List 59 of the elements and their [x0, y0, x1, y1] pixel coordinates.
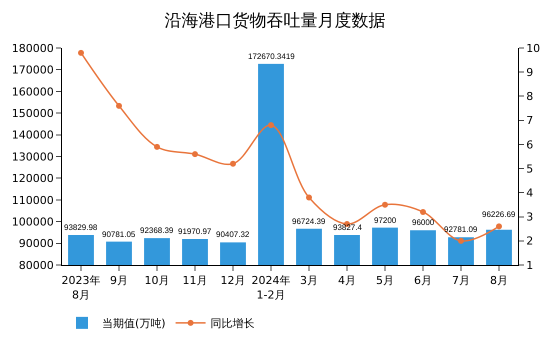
legend-label: 同比增长	[210, 317, 255, 330]
y-tick-label: 110000	[12, 194, 54, 207]
x-tick-label: 11月	[182, 274, 208, 288]
x-tick-label: 4月	[338, 274, 356, 288]
x-tick-label: 2024年 1-2月	[252, 274, 290, 302]
legend-label: 当期值(万吨)	[102, 317, 166, 330]
x-tick-label: 12月	[220, 274, 246, 288]
data-label: 92781.09	[444, 225, 478, 234]
point	[154, 144, 160, 150]
y-tick-label: 120000	[12, 172, 54, 186]
y2-tick-label: 10	[526, 42, 540, 55]
point	[78, 50, 84, 56]
x-tick-label: 10月	[144, 274, 170, 288]
y2-tick-label: 7	[526, 114, 534, 128]
data-label: 93827.4	[333, 223, 362, 232]
y-tick-label: 140000	[12, 128, 54, 142]
y2-tick-label: 8	[526, 90, 534, 104]
y-tick-label: 130000	[12, 150, 54, 164]
y2-tick-label: 2	[526, 234, 534, 248]
y2-tick-label: 1	[526, 258, 534, 272]
data-label: 96226.69	[482, 210, 516, 219]
data-label: 172670.3419	[248, 52, 296, 61]
data-label: 96724.39	[292, 217, 326, 226]
y2-tick-label: 6	[526, 138, 534, 152]
y2-tick-label: 9	[526, 66, 534, 79]
y-tick-label: 100000	[12, 215, 54, 228]
point	[230, 160, 236, 167]
point	[192, 151, 198, 158]
x-tick-label: 2023年 8月	[62, 274, 100, 302]
x-tick-label: 7月	[452, 274, 470, 288]
data-label: 92368.39	[140, 226, 174, 235]
point	[458, 238, 464, 244]
y-tick-label: 90000	[18, 237, 54, 250]
y2-tick-label: 3	[526, 210, 534, 224]
y-tick-label: 160000	[12, 85, 54, 98]
point	[382, 202, 388, 208]
data-label: 91970.97	[178, 227, 212, 236]
x-tick-label: 6月	[414, 274, 432, 288]
data-label: 90407.32	[216, 230, 250, 239]
point	[306, 194, 312, 200]
data-label: 96000	[412, 218, 435, 227]
y2-tick-label: 4	[526, 186, 534, 200]
y-tick-label: 170000	[12, 64, 54, 77]
y-tick-label: 150000	[12, 106, 54, 120]
x-tick-label: 3月	[300, 274, 318, 288]
x-tick-label: 8月	[490, 274, 508, 288]
point	[116, 102, 122, 109]
point	[268, 122, 274, 128]
y-tick-label: 80000	[18, 258, 54, 272]
chart-title: 沿海港口货物吞吐量月度数据	[164, 10, 386, 31]
data-label: 93829.98	[64, 223, 98, 232]
x-tick-label: 9月	[110, 274, 128, 288]
data-label: 97200	[374, 216, 397, 225]
data-label: 90781.05	[102, 230, 136, 239]
point	[496, 223, 502, 230]
y-tick-label: 180000	[12, 42, 54, 55]
point	[420, 208, 426, 215]
x-tick-label: 5月	[376, 274, 394, 288]
y2-tick-label: 5	[526, 162, 534, 176]
